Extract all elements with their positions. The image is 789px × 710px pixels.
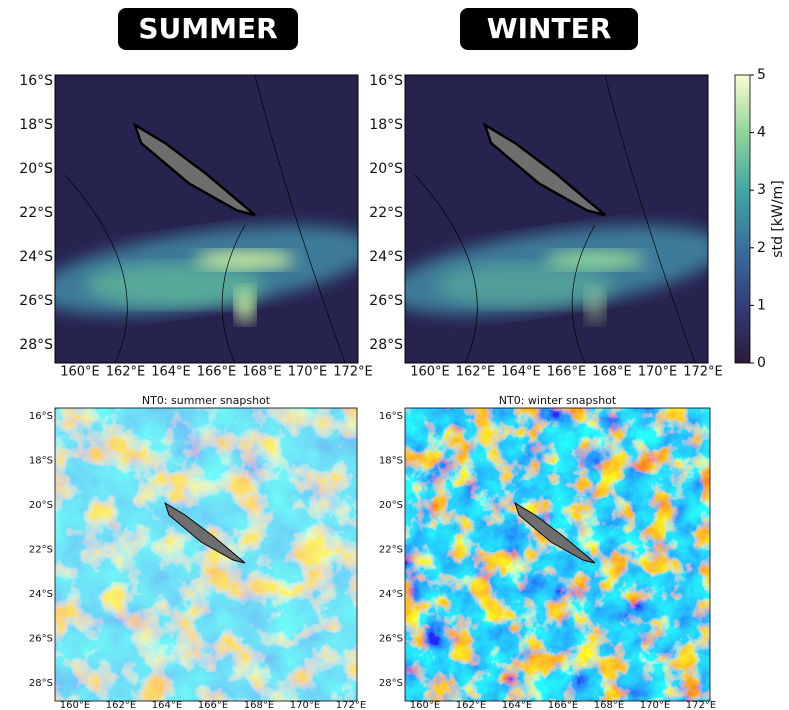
lat-label: 26°S [369, 293, 403, 309]
lat-label: 18°S [19, 117, 53, 133]
lon-label: 164°E [502, 700, 532, 710]
lon-label: 160°E [60, 365, 100, 380]
lat-label: 22°S [369, 205, 403, 221]
colorbar-tick-label: 3 [757, 182, 766, 198]
lon-label: 170°E [288, 365, 328, 380]
lat-label: 28°S [29, 678, 53, 689]
lon-label: 160°E [410, 365, 450, 380]
colorbar-tick-label: 1 [757, 297, 766, 313]
colorbar-tick-label: 4 [757, 125, 766, 141]
lat-label: 18°S [379, 456, 403, 467]
lat-label: 24°S [29, 589, 53, 600]
lat-label: 20°S [379, 500, 403, 511]
lat-label: 16°S [379, 411, 403, 422]
colorbar-tick-label: 2 [757, 240, 766, 256]
lon-label: 168°E [242, 365, 282, 380]
lat-label: 22°S [379, 545, 403, 556]
lon-label: 164°E [501, 365, 541, 380]
header: SUMMER [138, 12, 277, 45]
lat-label: 20°S [19, 161, 53, 177]
lon-label: 168°E [594, 700, 624, 710]
lat-label: 28°S [369, 337, 403, 353]
lon-label: 168°E [244, 700, 274, 710]
lat-label: 26°S [379, 634, 403, 645]
colorbar-label: std [kW/m] [770, 180, 786, 257]
vorticity-field [405, 408, 710, 701]
map-background [405, 75, 708, 363]
lon-label: 166°E [198, 700, 228, 710]
lon-label: 162°E [106, 700, 136, 710]
colorbar-tick-label: 5 [757, 67, 766, 83]
lat-label: 22°S [29, 545, 53, 556]
lon-label: 172°E [333, 365, 373, 380]
lon-label: 164°E [152, 700, 182, 710]
lon-label: 170°E [640, 700, 670, 710]
map-background [55, 75, 358, 363]
vorticity-field [55, 408, 357, 701]
lat-label: 16°S [19, 73, 53, 89]
energy-band [195, 250, 295, 270]
lat-label: 24°S [19, 249, 53, 265]
lon-label: 170°E [638, 365, 678, 380]
lat-label: 24°S [379, 589, 403, 600]
lon-label: 162°E [456, 700, 486, 710]
lat-label: 24°S [369, 249, 403, 265]
lat-label: 16°S [29, 411, 53, 422]
lat-label: 20°S [369, 161, 403, 177]
lat-label: 28°S [19, 337, 53, 353]
lon-label: 162°E [106, 365, 146, 380]
lon-label: 160°E [410, 700, 440, 710]
lat-label: 26°S [19, 293, 53, 309]
lat-label: 16°S [369, 73, 403, 89]
lon-label: 172°E [683, 365, 723, 380]
header: WINTER [487, 12, 612, 45]
lon-label: 172°E [686, 700, 716, 710]
lon-label: 170°E [290, 700, 320, 710]
colorbar-tick-label: 0 [757, 355, 766, 371]
subplot-title: NT0: winter snapshot [499, 394, 617, 407]
subplot-title: NT0: summer snapshot [142, 394, 271, 407]
lon-label: 166°E [547, 365, 587, 380]
colorbar [735, 75, 750, 363]
lat-label: 28°S [379, 678, 403, 689]
lat-label: 18°S [369, 117, 403, 133]
energy-band [545, 250, 645, 270]
lon-label: 168°E [592, 365, 632, 380]
lon-label: 166°E [548, 700, 578, 710]
lon-label: 166°E [197, 365, 237, 380]
energy-band [235, 287, 255, 323]
lon-label: 160°E [60, 700, 90, 710]
lon-label: 172°E [336, 700, 366, 710]
lon-label: 162°E [456, 365, 496, 380]
lat-label: 26°S [29, 634, 53, 645]
figure: SUMMER WINTER 16°S 18°S 20°S 22°S 24°S 26°S 28°S… [0, 0, 789, 710]
energy-band [585, 287, 605, 323]
lon-label: 164°E [151, 365, 191, 380]
lat-label: 22°S [19, 205, 53, 221]
lat-label: 20°S [29, 500, 53, 511]
lat-label: 18°S [29, 456, 53, 467]
